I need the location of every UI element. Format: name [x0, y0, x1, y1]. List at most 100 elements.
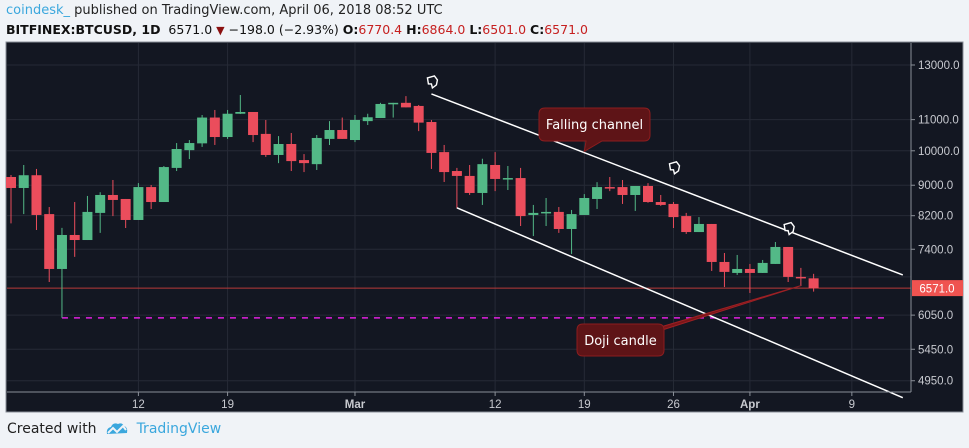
- candle-up: [592, 182, 603, 209]
- candle-body: [311, 137, 322, 165]
- candle-down: [426, 119, 437, 169]
- x-tick-label: Mar: [345, 399, 366, 411]
- publish-text: published on TradingView.com, April 06, …: [74, 3, 443, 18]
- low-value: 6501.0: [482, 22, 527, 37]
- candle-body: [439, 152, 450, 173]
- candle-body: [528, 212, 539, 215]
- candle-down: [490, 152, 501, 192]
- candle-body: [6, 176, 16, 188]
- last-price: 6571.0: [168, 22, 213, 37]
- candle-down: [31, 168, 42, 230]
- candle-body: [388, 102, 399, 105]
- candle-body: [579, 197, 590, 215]
- candle-up: [388, 102, 399, 118]
- candle-up: [311, 135, 322, 170]
- down-triangle-icon: ▼: [216, 24, 225, 37]
- hand-pointer-icon: [426, 75, 439, 90]
- x-tick-label: 26: [667, 399, 680, 411]
- candle-down: [248, 111, 259, 143]
- candle-body: [120, 198, 131, 220]
- candle-body: [184, 143, 195, 151]
- y-tick-label: 9000.0: [918, 180, 953, 192]
- candle-up: [693, 217, 704, 233]
- candle-body: [451, 171, 462, 176]
- candle-body: [324, 130, 335, 139]
- candle-body: [426, 122, 437, 153]
- candle-body: [248, 111, 259, 136]
- close-value: 6571.0: [544, 22, 588, 37]
- x-tick-label: Apr: [740, 399, 760, 411]
- candle-up: [56, 227, 67, 316]
- candle-body: [643, 185, 653, 203]
- candle-body: [197, 117, 208, 144]
- open-label: O:: [342, 22, 359, 37]
- candle-body: [515, 178, 526, 217]
- candle-body: [82, 211, 93, 241]
- candle-body: [107, 194, 118, 200]
- hand-pointer-icon: [668, 161, 681, 176]
- tradingview-link[interactable]: TradingView: [136, 421, 222, 437]
- candle-down: [400, 96, 411, 108]
- candle-down: [604, 176, 615, 192]
- candles: [6, 95, 819, 316]
- candle-body: [209, 117, 220, 138]
- high-value: 6864.0: [421, 22, 466, 37]
- candle-body: [413, 105, 424, 123]
- y-tick-label: 5450.0: [918, 344, 953, 356]
- y-tick-label: 6050.0: [918, 310, 953, 322]
- candle-body: [490, 164, 501, 179]
- current-price-label: 6571.0: [919, 284, 954, 296]
- y-tick-label: 11000.0: [918, 115, 959, 127]
- candle-down: [643, 183, 653, 203]
- footer: Created with TradingView: [7, 421, 221, 437]
- current-price-badge: [912, 280, 963, 297]
- candle-body: [337, 130, 348, 139]
- candle-body: [349, 119, 360, 141]
- candle-body: [299, 160, 310, 164]
- candle-up: [133, 183, 144, 220]
- candle-body: [770, 246, 781, 264]
- symbol-info: BITFINEX:BTCUSD, 1D 6571.0 ▼ −198.0 (−2.…: [6, 22, 588, 37]
- candle-up: [541, 197, 552, 227]
- doji-candle-label: Doji candle: [584, 334, 657, 349]
- axes: 13000.0 11000.0 10000.0 9000.0 8200.0 7400.0 6…: [7, 43, 963, 411]
- candle-body: [808, 278, 819, 289]
- candle-body: [146, 187, 157, 203]
- candle-down: [553, 207, 564, 233]
- candle-up: [579, 194, 590, 215]
- x-tick-label: 12: [489, 399, 502, 411]
- candle-up: [235, 95, 246, 115]
- candle-body: [706, 223, 717, 262]
- candle-down: [209, 109, 220, 145]
- candle-down: [783, 246, 794, 282]
- candle-up: [18, 164, 29, 215]
- x-tick-label: 9: [849, 399, 855, 411]
- candle-down: [286, 132, 297, 172]
- candle-up: [158, 166, 169, 203]
- author-link[interactable]: coindesk_: [6, 3, 71, 18]
- candle-up: [757, 259, 768, 273]
- candle-down: [69, 202, 80, 257]
- y-tick-label: 7400.0: [918, 244, 953, 256]
- candle-up: [349, 114, 360, 143]
- y-tick-label: 13000.0: [918, 60, 960, 72]
- y-tick-label: 8200.0: [918, 211, 953, 223]
- candle-body: [719, 261, 730, 272]
- candle-down: [337, 117, 348, 139]
- candle-body: [235, 111, 246, 114]
- candle-body: [668, 203, 679, 218]
- candle-down: [260, 119, 271, 157]
- open-value: 6770.4: [358, 22, 403, 37]
- candle-down: [515, 167, 526, 227]
- candle-body: [655, 202, 666, 205]
- candle-body: [31, 175, 42, 215]
- candle-up: [184, 140, 195, 160]
- lower-channel-line: [456, 207, 904, 399]
- candle-down: [617, 179, 628, 204]
- doji-candle-callout: [576, 323, 665, 357]
- candle-up: [222, 109, 233, 139]
- candle-body: [693, 223, 704, 233]
- candle-down: [706, 223, 717, 271]
- created-with-text: Created with: [7, 421, 97, 437]
